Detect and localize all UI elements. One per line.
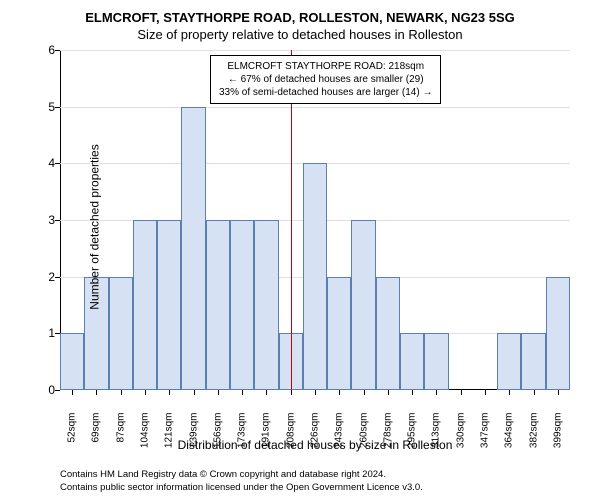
chart-area: 012345652sqm69sqm87sqm104sqm121sqm139sqm… (60, 50, 570, 390)
histogram-bar (109, 277, 133, 390)
xtick-mark (121, 390, 122, 395)
histogram-bar (400, 333, 424, 390)
histogram-bar (181, 107, 205, 390)
histogram-bar (206, 220, 230, 390)
ytick-label: 0 (35, 383, 55, 397)
xtick-mark (412, 390, 413, 395)
ytick-label: 6 (35, 43, 55, 57)
annotation-line1: ELMCROFT STAYTHORPE ROAD: 218sqm (219, 60, 432, 73)
xtick-mark (96, 390, 97, 395)
histogram-bar (230, 220, 254, 390)
y-axis-label: Number of detached properties (88, 144, 102, 309)
xtick-mark (509, 390, 510, 395)
xtick-mark (364, 390, 365, 395)
ytick-mark (55, 107, 60, 108)
footer-attribution: Contains HM Land Registry data © Crown c… (60, 469, 423, 494)
gridline (60, 50, 570, 51)
annotation-box: ELMCROFT STAYTHORPE ROAD: 218sqm ← 67% o… (210, 55, 441, 104)
ytick-mark (55, 277, 60, 278)
histogram-bar (327, 277, 351, 390)
histogram-bar (254, 220, 278, 390)
histogram-bar (376, 277, 400, 390)
xtick-mark (436, 390, 437, 395)
ytick-label: 5 (35, 100, 55, 114)
xtick-mark (315, 390, 316, 395)
xtick-mark (558, 390, 559, 395)
ytick-label: 2 (35, 270, 55, 284)
histogram-bar (303, 163, 327, 390)
ytick-mark (55, 220, 60, 221)
xtick-mark (291, 390, 292, 395)
histogram-bar (424, 333, 448, 390)
title-sub: Size of property relative to detached ho… (0, 25, 600, 42)
footer-line1: Contains HM Land Registry data © Crown c… (60, 469, 423, 481)
histogram-bar (546, 277, 570, 390)
histogram-bar (133, 220, 157, 390)
annotation-line2: ← 67% of detached houses are smaller (29… (219, 73, 432, 86)
histogram-bar (351, 220, 375, 390)
histogram-bar (60, 333, 84, 390)
histogram-bar (521, 333, 545, 390)
x-axis-label: Distribution of detached houses by size … (60, 438, 570, 452)
annotation-line3: 33% of semi-detached houses are larger (… (219, 86, 432, 99)
xtick-mark (194, 390, 195, 395)
xtick-mark (388, 390, 389, 395)
xtick-mark (169, 390, 170, 395)
xtick-mark (266, 390, 267, 395)
ytick-mark (55, 163, 60, 164)
ytick-label: 3 (35, 213, 55, 227)
title-main: ELMCROFT, STAYTHORPE ROAD, ROLLESTON, NE… (0, 0, 600, 25)
xtick-mark (485, 390, 486, 395)
xtick-mark (242, 390, 243, 395)
xtick-mark (145, 390, 146, 395)
histogram-bar (497, 333, 521, 390)
xtick-mark (534, 390, 535, 395)
xtick-mark (339, 390, 340, 395)
ytick-mark (55, 50, 60, 51)
xtick-mark (72, 390, 73, 395)
ytick-mark (55, 390, 60, 391)
ytick-label: 4 (35, 156, 55, 170)
footer-line2: Contains public sector information licen… (60, 482, 423, 494)
ytick-label: 1 (35, 326, 55, 340)
xtick-mark (461, 390, 462, 395)
xtick-mark (218, 390, 219, 395)
histogram-bar (157, 220, 181, 390)
gridline (60, 107, 570, 108)
